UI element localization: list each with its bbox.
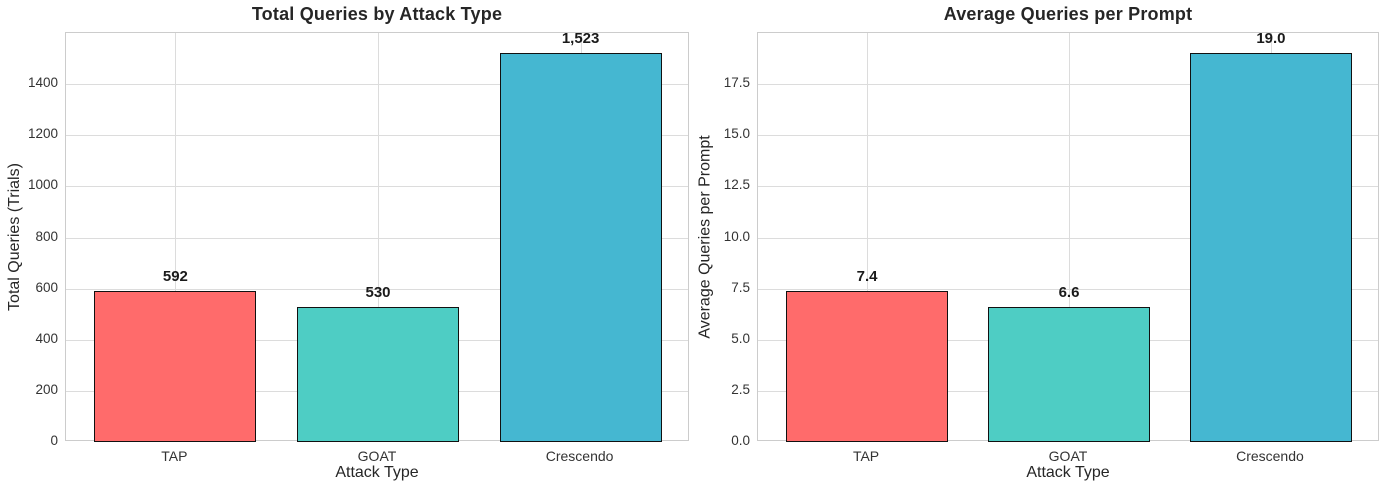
- x-tick-label-tap: TAP: [161, 448, 188, 464]
- gridline-horizontal: [66, 135, 688, 137]
- bar-goat: [988, 307, 1150, 442]
- y-tick-label: 10.0: [723, 228, 750, 244]
- x-tick-label-tap: TAP: [852, 448, 880, 464]
- x-axis-label: Attack Type: [335, 464, 419, 481]
- y-tick-label: 600: [35, 279, 58, 295]
- y-tick-label: 1200: [27, 126, 58, 142]
- y-tick-label: 0: [50, 433, 58, 448]
- x-tick-label-goat: GOAT: [357, 448, 397, 464]
- gridline-vertical: [378, 33, 379, 440]
- gridline-vertical: [1069, 33, 1070, 440]
- gridline-vertical: [175, 33, 177, 440]
- bar-goat: [296, 306, 460, 442]
- gridline-horizontal: [66, 237, 688, 239]
- gridline-horizontal: [758, 84, 1378, 86]
- x-tick-label-crescendo: Crescendo: [1236, 448, 1304, 464]
- bar-value-label: 6.6: [1058, 284, 1080, 302]
- y-tick-label: 800: [35, 228, 58, 244]
- y-tick-label: 17.5: [723, 75, 750, 91]
- gridline-horizontal: [66, 84, 688, 86]
- y-tick-label: 12.5: [723, 177, 750, 193]
- y-tick-label: 1400: [27, 75, 58, 91]
- bar-tap: [94, 290, 257, 442]
- y-tick-label: 1000: [27, 177, 58, 193]
- chart-title: Total Queries by Attack Type: [251, 4, 503, 24]
- gridline-horizontal: [758, 186, 1378, 188]
- plot-area: 7.4 6.6 19.0: [757, 30, 1379, 442]
- bar-value-label: 530: [365, 283, 391, 301]
- bar-value-label: 7.4: [856, 267, 878, 285]
- y-tick-label: 200: [35, 381, 58, 397]
- y-tick-label: 7.5: [731, 279, 750, 295]
- chart-title: Average Queries per Prompt: [943, 4, 1193, 24]
- bar-crescendo: [499, 52, 662, 442]
- gridline-vertical: [867, 33, 869, 440]
- gridline-horizontal: [758, 288, 1378, 290]
- gridline-horizontal: [66, 288, 688, 290]
- bar-crescendo: [1190, 53, 1352, 442]
- y-tick-label: 5.0: [731, 330, 750, 346]
- bar-value-label: 1,523: [561, 29, 600, 47]
- gridline-horizontal: [758, 135, 1378, 137]
- y-tick-label: 0.0: [731, 433, 750, 448]
- y-tick-label: 2.5: [731, 381, 750, 397]
- bar-value-label: 19.0: [1256, 30, 1286, 48]
- gridline-horizontal: [66, 186, 688, 188]
- x-axis-label: Attack Type: [1026, 464, 1110, 481]
- bar-tap: [786, 290, 948, 442]
- y-tick-label: 400: [35, 330, 58, 346]
- gridline-horizontal: [758, 237, 1378, 239]
- x-tick-label-goat: GOAT: [1048, 448, 1088, 464]
- y-tick-label: 15.0: [723, 126, 750, 142]
- plot-area: 592 530 1,523: [65, 29, 689, 442]
- bar-value-label: 592: [162, 267, 188, 285]
- x-tick-label-crescendo: Crescendo: [545, 448, 614, 464]
